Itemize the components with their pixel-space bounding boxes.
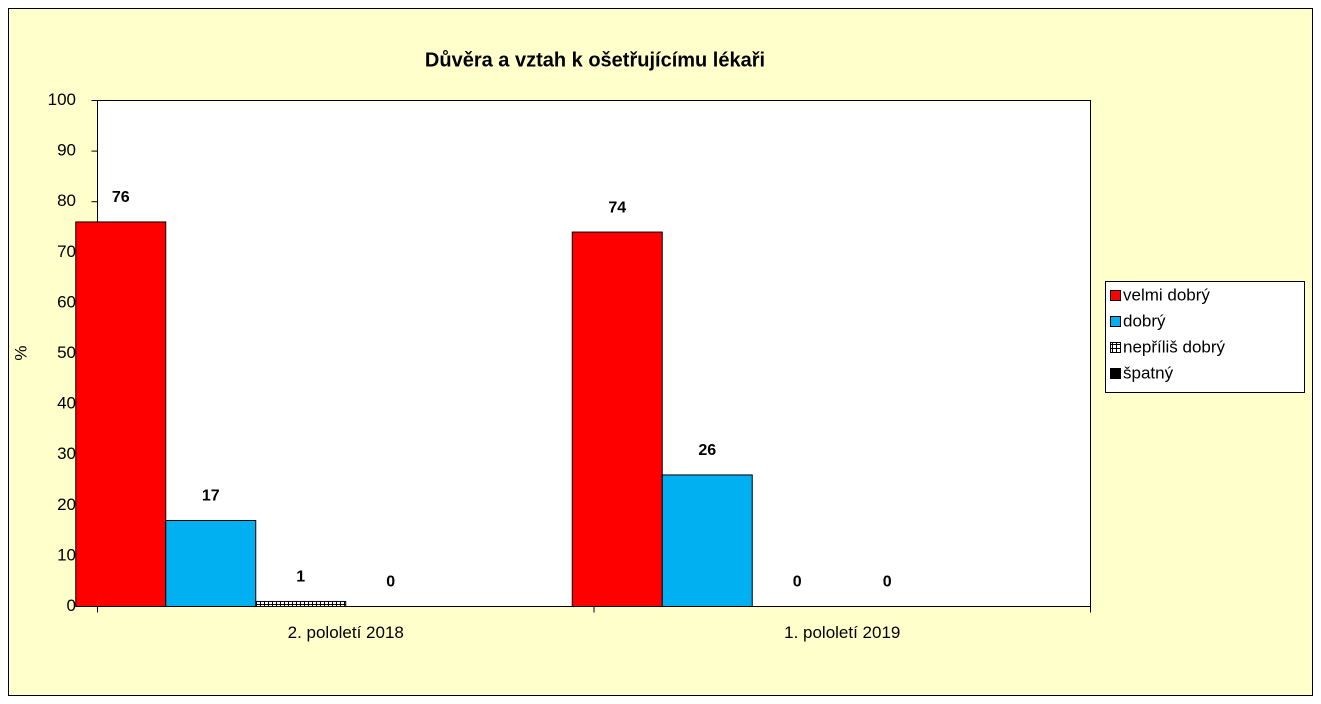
data-label: 17 [202,488,220,505]
y-tick-label: 70 [57,242,76,261]
bar [165,519,257,607]
legend-swatch [1110,368,1121,379]
legend-swatch [1110,342,1121,353]
bar [571,231,663,607]
y-tick-label: 0 [67,596,76,615]
legend-label: dobrý [1123,311,1166,330]
legend [1105,281,1305,393]
bar [75,221,167,607]
chart-title: Důvěra a vztah k ošetřujícímu lékaři [425,49,765,71]
y-tick-label: 30 [57,444,76,463]
y-tick-label: 90 [57,141,76,160]
y-tick-label: 10 [57,545,76,564]
data-label: 1 [296,569,305,586]
x-tick-label: 1. pololetí 2019 [784,623,900,642]
legend-swatch [1110,290,1121,301]
y-tick-label: 40 [57,394,76,413]
y-tick-label: 20 [57,495,76,514]
x-tick-label: 2. pololetí 2018 [288,623,404,642]
y-tick-label: 60 [57,292,76,311]
data-label: 76 [112,189,130,206]
y-axis-label: % [11,345,30,360]
data-label: 0 [793,574,802,591]
y-tick-label: 80 [57,191,76,210]
data-label: 74 [608,199,626,216]
legend-swatch [1110,316,1121,327]
y-tick-label: 100 [48,90,76,109]
data-label: 26 [698,442,716,459]
legend-label: velmi dobrý [1123,285,1210,304]
data-label: 0 [883,574,892,591]
bar [255,600,347,608]
y-tick-label: 50 [57,343,76,362]
legend-label: nepříliš dobrý [1123,337,1226,356]
bar [661,474,753,607]
legend-label: špatný [1123,363,1174,382]
data-label: 0 [386,574,395,591]
